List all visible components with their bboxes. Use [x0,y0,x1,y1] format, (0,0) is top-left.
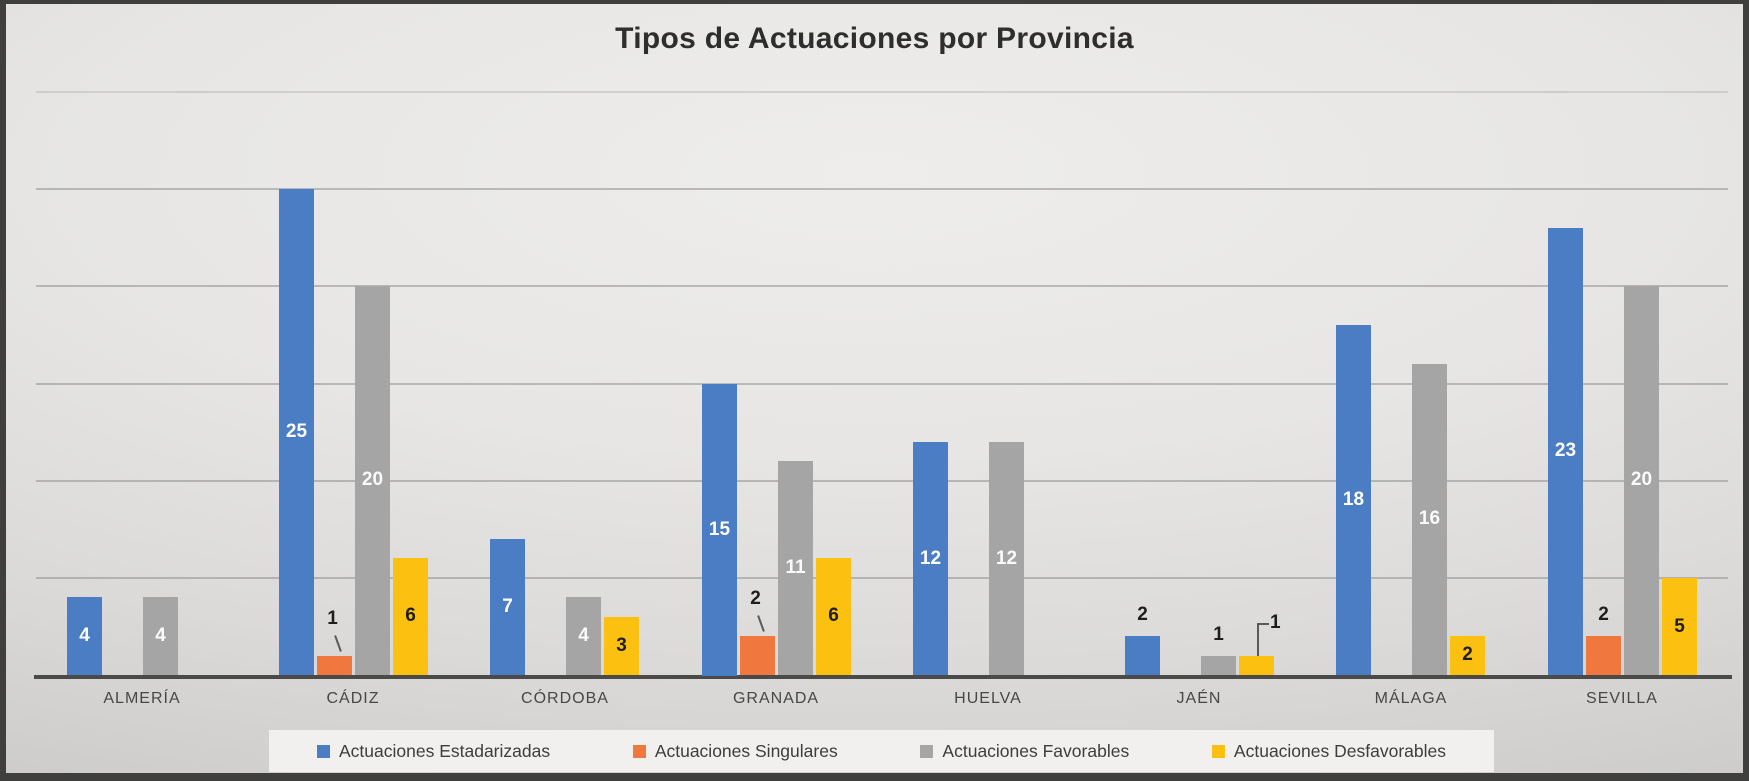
bar-label: 4 [578,625,589,646]
chart-title: Tipos de Actuaciones por Provincia [615,22,1134,55]
bar-jaén-s0 [1125,636,1160,675]
x-axis-label-4: HUELVA [954,690,1022,707]
x-axis-label-0: ALMERÍA [103,690,181,707]
bar-label: 18 [1342,489,1365,510]
legend-marker-icon [632,744,646,758]
legend-item-3: Actuaciones Desfavorables [1211,740,1446,762]
bar-label: 2 [1137,604,1148,625]
gridline-30 [36,91,1728,93]
bar-sevilla-s2 [1624,286,1659,675]
callout-line [334,635,342,652]
bar-málaga-s3 [1450,636,1485,675]
gridline-10 [36,480,1728,482]
legend-label: Actuaciones Estadarizadas [339,740,551,761]
bar-label: 11 [785,557,806,578]
bar-label: 4 [155,625,166,646]
gridline-20 [36,285,1728,287]
legend-item-1: Actuaciones Singulares [632,740,838,762]
bar-cádiz-s2 [355,286,390,675]
bar-córdoba-s3 [604,617,639,675]
bar-label: 20 [361,469,384,490]
gridline-5 [36,577,1728,579]
bar-label: 16 [1418,508,1441,529]
bar-label: 23 [1554,440,1577,461]
x-axis-label-3: GRANADA [732,690,820,707]
bar-label: 2 [750,588,761,609]
bar-cádiz-s0 [279,189,314,675]
bar-label: 2 [1598,604,1609,625]
bar-label: 12 [995,548,1018,569]
bar-label: 7 [502,596,513,617]
legend-marker-icon [1211,744,1225,758]
bar-label: 1 [327,608,338,629]
bar-huelva-s2 [989,442,1024,675]
bar-label: 1 [1270,612,1281,633]
bar-granada-s1 [740,636,775,675]
bar-label: 15 [708,519,731,540]
bar-label: 12 [919,548,942,569]
bar-huelva-s0 [913,442,948,675]
bar-sevilla-s1 [1586,636,1621,675]
bar-jaén-s2 [1201,656,1236,675]
callout-line [1257,623,1259,656]
bar-label: 20 [1630,469,1653,490]
bar-label: 2 [1462,644,1473,665]
bar-jaén-s3 [1239,656,1274,675]
gridline-15 [36,383,1728,385]
bar-label: 6 [828,605,839,626]
bar-sevilla-s3 [1662,578,1697,675]
bar-cádiz-s1 [317,656,352,675]
bar-córdoba-s0 [490,539,525,675]
legend: Actuaciones Estadarizadas Actuaciones Sin… [269,730,1494,772]
callout-line [757,615,765,632]
x-axis-label-7: SEVILLA [1586,690,1658,707]
x-axis-label-1: CÁDIZ [326,690,380,707]
bar-almería-s0 [67,597,102,675]
x-axis-label-2: CÓRDOBA [521,690,609,707]
bar-label: 25 [285,421,308,442]
bar-sevilla-s0 [1548,228,1583,675]
bar-label: 3 [616,635,627,656]
legend-marker-icon [317,744,330,758]
bar-label: 4 [79,625,90,646]
bar-label: 1 [1213,624,1224,645]
bar-granada-s3 [816,558,851,675]
x-axis-label-6: MÁLAGA [1374,690,1448,707]
legend-label: Actuaciones Desfavorables [1233,740,1446,761]
bar-córdoba-s2 [566,597,601,675]
legend-marker-icon [920,744,934,758]
bar-málaga-s0 [1336,325,1371,675]
bar-granada-s0 [702,384,737,676]
gridline-25 [36,188,1728,190]
bar-label: 5 [1674,616,1685,637]
legend-item-2: Actuaciones Favorables [920,741,1129,762]
bar-granada-s2 [778,461,813,675]
legend-item-0: Actuaciones Estadarizadas [317,741,550,762]
legend-label: Actuaciones Singulares [654,740,838,761]
bar-cádiz-s3 [393,558,428,675]
x-axis-line [34,675,1732,679]
callout-line [1257,623,1269,625]
legend-label: Actuaciones Favorables [942,740,1130,761]
bar-label: 6 [405,605,416,626]
bar-málaga-s2 [1412,364,1447,675]
bar-almería-s2 [143,597,178,675]
x-axis-label-5: JAÉN [1176,690,1222,707]
